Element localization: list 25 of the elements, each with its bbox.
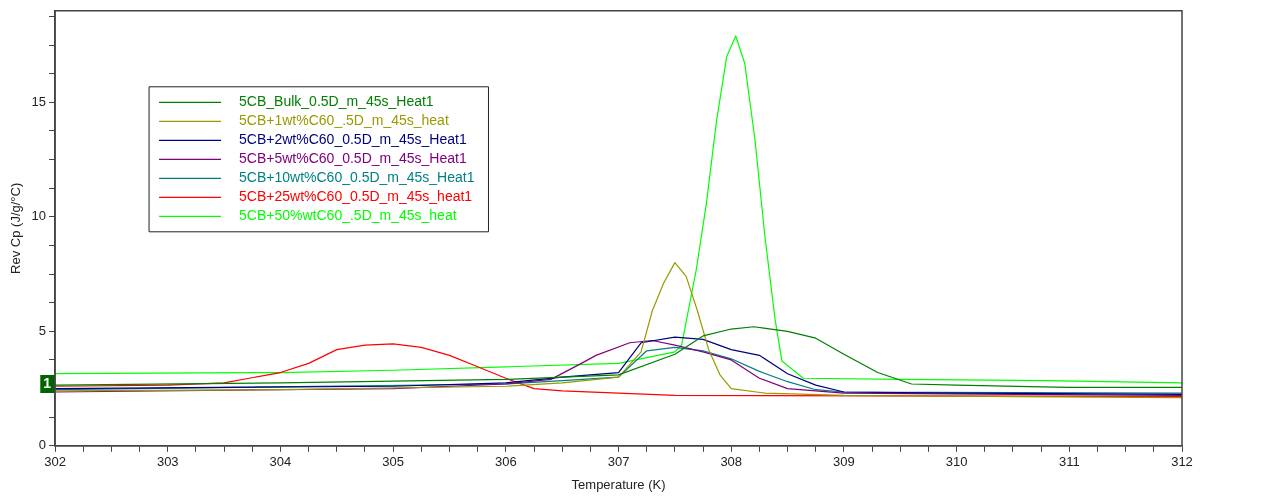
legend-label: 5CB+2wt%C60_0.5D_m_45s_Heat1 — [239, 131, 467, 148]
legend-label: 5CB+50%wtC60_.5D_m_45s_heat — [239, 207, 457, 224]
legend-label: 5CB+10wt%C60_0.5D_m_45s_Heat1 — [239, 169, 475, 186]
x-tick-label: 311 — [1058, 454, 1080, 470]
x-tick-label: 312 — [1171, 454, 1193, 470]
y-tick-label: 15 — [31, 93, 47, 109]
x-tick-label: 305 — [382, 454, 404, 470]
legend-label: 5CB+1wt%C60_.5D_m_45s_heat — [239, 112, 449, 129]
x-tick-label: 307 — [607, 454, 630, 470]
x-tick-label: 308 — [720, 454, 743, 470]
x-tick-label: 303 — [156, 454, 179, 470]
x-tick-label: 309 — [833, 454, 855, 470]
y-tick-label: 10 — [31, 208, 47, 224]
y-tick-label: 0 — [38, 437, 47, 453]
annotation: 1 — [43, 374, 52, 391]
legend-label: 5CB+5wt%C60_0.5D_m_45s_Heat1 — [239, 150, 467, 167]
x-tick-label: 306 — [494, 454, 517, 470]
x-axis-title: Temperature (K) — [571, 476, 666, 492]
x-tick-label: 310 — [945, 454, 968, 470]
y-tick-label: 5 — [38, 322, 47, 338]
legend-label: 5CB+25wt%C60_0.5D_m_45s_heat1 — [239, 188, 473, 205]
x-tick-label: 304 — [269, 454, 292, 470]
x-tick-label: 302 — [44, 454, 66, 470]
y-axis-title: Rev Cp (J/g/°C) — [8, 182, 24, 274]
legend-label: 5CB_Bulk_0.5D_m_45s_Heat1 — [239, 93, 434, 110]
